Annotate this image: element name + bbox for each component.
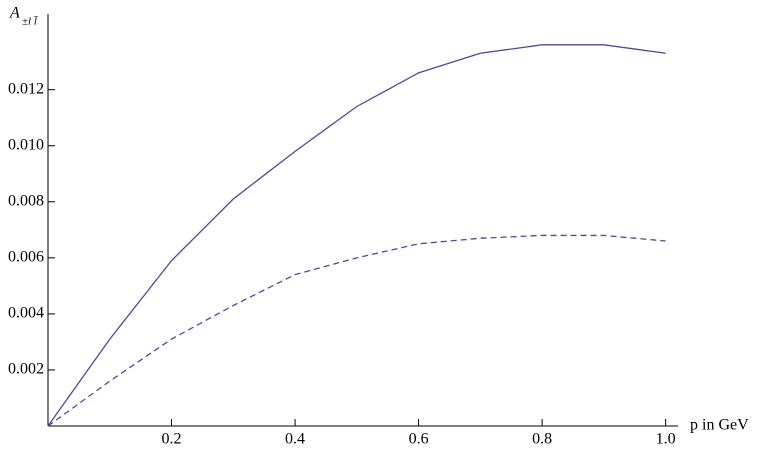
x-tick-label: 0.2 — [162, 431, 182, 448]
x-axis-label: p in GeV — [690, 417, 749, 434]
x-tick-label: 1.0 — [656, 431, 676, 448]
y-tick-label: 0.002 — [8, 361, 44, 378]
x-tick-label: 0.8 — [532, 431, 552, 448]
y-tick-label: 0.010 — [8, 136, 44, 153]
x-tick-label: 0.4 — [285, 431, 305, 448]
y-axis-label: A — [9, 5, 20, 22]
line-series — [47, 234, 666, 427]
y-tick-label: 0.004 — [8, 305, 44, 322]
x-tick-label: 0.6 — [409, 431, 429, 448]
y-tick-label: 0.008 — [8, 192, 44, 209]
line-series — [47, 44, 666, 427]
y-axis-label-sub: ±l l̄ — [22, 15, 38, 27]
y-tick-label: 0.006 — [8, 249, 44, 266]
y-tick-label: 0.012 — [8, 80, 44, 97]
